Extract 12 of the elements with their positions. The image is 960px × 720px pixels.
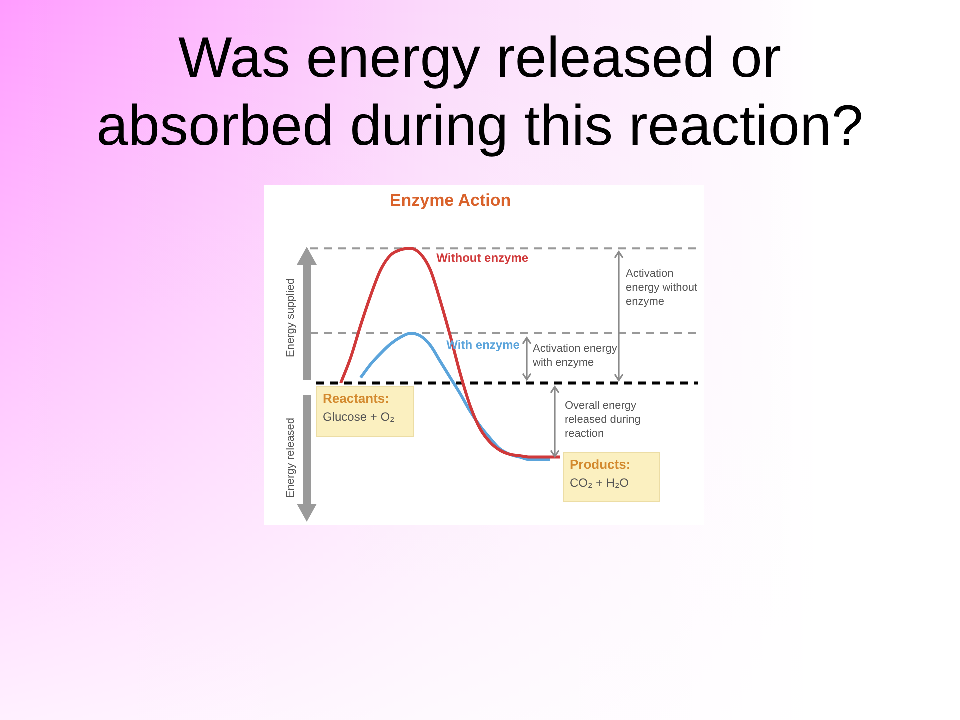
annotation: Activation energy with enzyme: [533, 342, 618, 370]
chart-title: Was energy released or absorbed during this reaction?: [96, 25, 864, 160]
text: Overall energy released during reaction: [565, 399, 642, 442]
text: Energy supplied: [284, 278, 298, 360]
text: Products:: [570, 456, 632, 474]
series-label: Without enzyme: [436, 250, 529, 265]
chart-subtitle: Enzyme Action: [390, 190, 512, 210]
text: CO₂ + H₂O: [570, 474, 630, 492]
text: Activation energy without enzyme: [626, 266, 698, 309]
text: Energy released: [284, 416, 298, 500]
annotation: Reactants:: [323, 390, 390, 408]
annotation: Glucose + O₂: [323, 409, 396, 426]
